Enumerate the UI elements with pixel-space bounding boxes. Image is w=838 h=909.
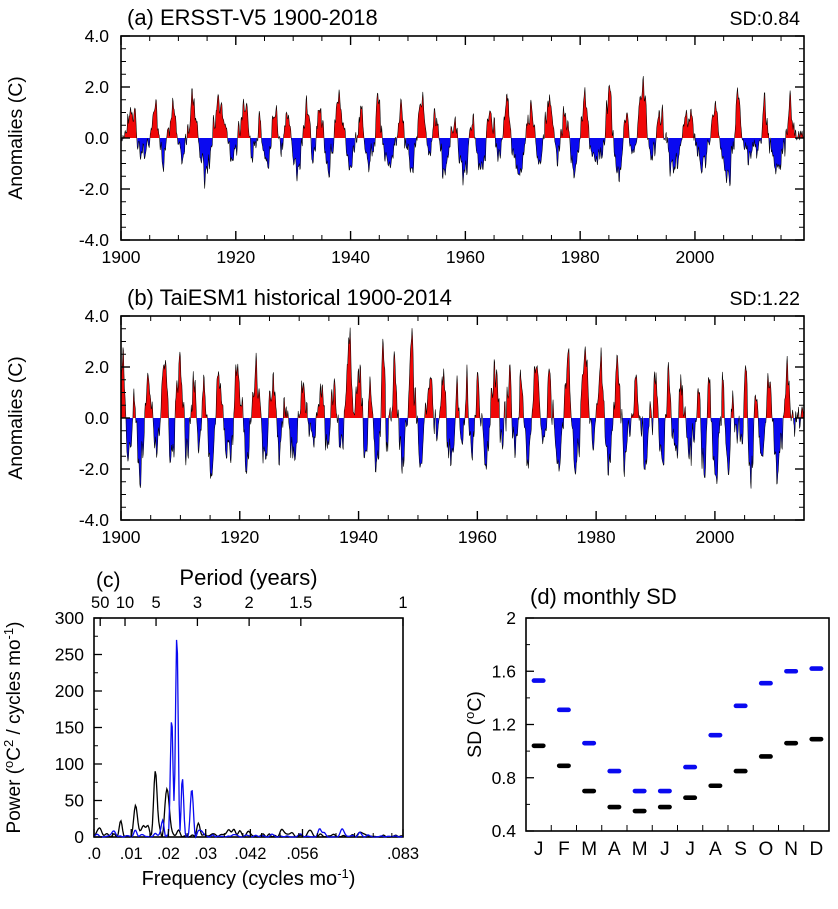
svg-text:1900: 1900 xyxy=(102,527,141,547)
svg-text:200: 200 xyxy=(55,681,84,701)
svg-text:J: J xyxy=(534,839,544,860)
svg-text:1960: 1960 xyxy=(458,527,497,547)
svg-text:1980: 1980 xyxy=(561,247,600,267)
svg-text:10: 10 xyxy=(116,594,134,612)
svg-text:.056: .056 xyxy=(286,845,318,863)
svg-text:1: 1 xyxy=(398,594,407,612)
svg-text:0.0: 0.0 xyxy=(85,128,110,148)
svg-text:SD:0.84: SD:0.84 xyxy=(730,8,801,30)
svg-text:Power (oC2 / cycles mo-1): Power (oC2 / cycles mo-1) xyxy=(1,622,26,834)
svg-text:5: 5 xyxy=(151,594,160,612)
svg-text:O: O xyxy=(758,839,773,860)
svg-text:2: 2 xyxy=(245,594,254,612)
svg-text:Frequency (cycles mo-1): Frequency (cycles mo-1) xyxy=(142,866,356,891)
svg-text:SD (oC): SD (oC) xyxy=(462,691,487,758)
svg-text:2.0: 2.0 xyxy=(85,77,110,97)
svg-text:1980: 1980 xyxy=(577,527,616,547)
svg-text:2000: 2000 xyxy=(695,527,734,547)
svg-text:S: S xyxy=(734,839,747,860)
svg-text:(c): (c) xyxy=(96,569,121,592)
svg-text:(b) TaiESM1 historical 1900-20: (b) TaiESM1 historical 1900-2014 xyxy=(127,285,452,310)
svg-text:.02: .02 xyxy=(157,845,180,863)
svg-text:.0: .0 xyxy=(87,845,101,863)
svg-text:150: 150 xyxy=(55,718,84,738)
svg-text:Anomalies (C): Anomalies (C) xyxy=(5,356,27,480)
svg-text:M: M xyxy=(581,839,597,860)
svg-text:300: 300 xyxy=(55,608,84,628)
svg-text:1960: 1960 xyxy=(446,247,485,267)
svg-text:-2.0: -2.0 xyxy=(79,179,109,199)
svg-text:.03: .03 xyxy=(194,845,217,863)
svg-text:4.0: 4.0 xyxy=(85,26,110,46)
svg-text:1900: 1900 xyxy=(102,247,141,267)
svg-text:(a) ERSST-V5 1900-2018: (a) ERSST-V5 1900-2018 xyxy=(127,5,378,30)
svg-text:A: A xyxy=(709,839,722,860)
svg-text:1920: 1920 xyxy=(216,247,255,267)
svg-text:2: 2 xyxy=(506,608,516,628)
svg-text:1940: 1940 xyxy=(339,527,378,547)
svg-text:1940: 1940 xyxy=(331,247,370,267)
svg-text:J: J xyxy=(685,839,695,860)
svg-text:1.2: 1.2 xyxy=(492,715,516,735)
svg-text:D: D xyxy=(810,839,824,860)
svg-text:3: 3 xyxy=(193,594,202,612)
svg-text:.083: .083 xyxy=(387,845,419,863)
svg-text:A: A xyxy=(608,839,621,860)
svg-text:50: 50 xyxy=(65,791,85,811)
svg-text:250: 250 xyxy=(55,645,84,665)
svg-text:(d) monthly SD: (d) monthly SD xyxy=(530,584,677,609)
svg-text:1.6: 1.6 xyxy=(492,661,516,681)
svg-text:Anomalies (C): Anomalies (C) xyxy=(5,76,27,200)
svg-text:0.8: 0.8 xyxy=(492,768,516,788)
svg-text:Period (years): Period (years) xyxy=(179,565,317,590)
svg-text:N: N xyxy=(784,839,798,860)
svg-text:0.0: 0.0 xyxy=(85,408,110,428)
svg-text:4.0: 4.0 xyxy=(85,306,110,326)
svg-text:100: 100 xyxy=(55,754,84,774)
svg-text:0.4: 0.4 xyxy=(492,821,517,841)
svg-text:.042: .042 xyxy=(234,845,266,863)
svg-text:.01: .01 xyxy=(120,845,143,863)
svg-text:1.5: 1.5 xyxy=(289,594,312,612)
svg-text:0: 0 xyxy=(74,827,84,847)
svg-text:2.0: 2.0 xyxy=(85,357,110,377)
svg-text:J: J xyxy=(660,839,670,860)
svg-text:2000: 2000 xyxy=(675,247,714,267)
svg-text:F: F xyxy=(558,839,570,860)
svg-text:SD:1.22: SD:1.22 xyxy=(730,288,800,310)
svg-text:-2.0: -2.0 xyxy=(79,459,109,479)
svg-text:M: M xyxy=(632,839,648,860)
svg-text:1920: 1920 xyxy=(220,527,259,547)
svg-text:50: 50 xyxy=(91,594,109,612)
